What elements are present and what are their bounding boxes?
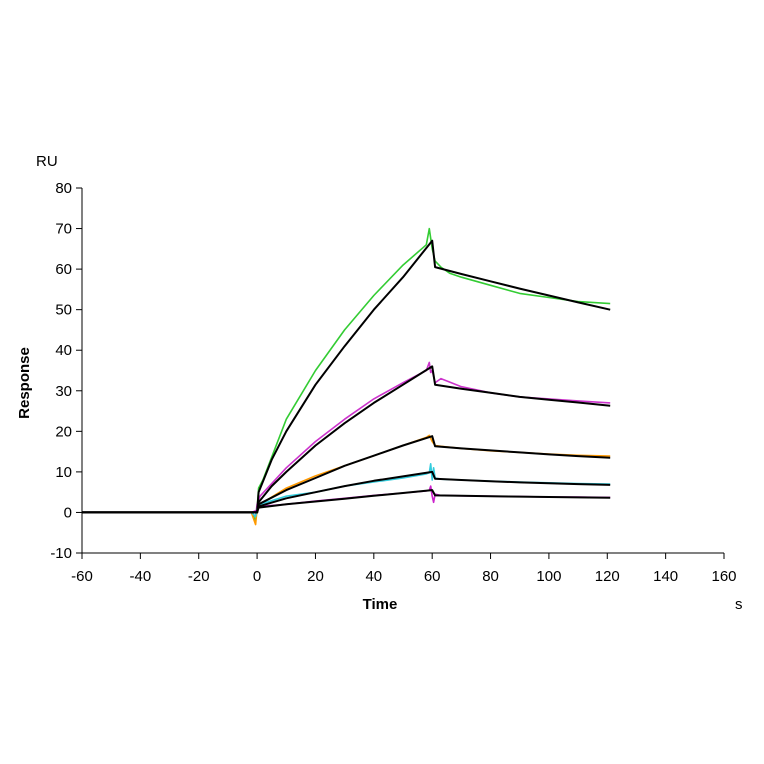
series-line-10 bbox=[82, 489, 611, 514]
y-tick-label: 30 bbox=[55, 383, 72, 400]
series-line-6 bbox=[82, 239, 611, 514]
y-tick-label: 10 bbox=[55, 464, 72, 481]
x-tick-label: -60 bbox=[71, 568, 93, 585]
x-ticks: -60 -40 -20 0 20 40 60 80 100 120 140 160 bbox=[71, 553, 737, 585]
x-tick-label: 100 bbox=[536, 568, 561, 585]
x-tick-label: 60 bbox=[424, 568, 441, 585]
x-tick-label: -40 bbox=[130, 568, 152, 585]
x-tick-label: 40 bbox=[365, 568, 382, 585]
x-tick-label: -20 bbox=[188, 568, 210, 585]
x-tick-label: 0 bbox=[253, 568, 261, 585]
y-ticks: -10 0 10 20 30 40 50 60 70 80 bbox=[50, 180, 82, 562]
x-tick-label: 140 bbox=[653, 568, 678, 585]
x-tick-label: 80 bbox=[482, 568, 499, 585]
y-tick-label: 0 bbox=[64, 504, 72, 521]
x-tick-label: 160 bbox=[711, 568, 736, 585]
y-tick-label: 60 bbox=[55, 261, 72, 278]
y-tick-label: -10 bbox=[50, 545, 72, 562]
series-group bbox=[82, 227, 611, 526]
y-tick-label: 80 bbox=[55, 180, 72, 197]
y-tick-label: 40 bbox=[55, 342, 72, 359]
y-axis-title: Response bbox=[16, 347, 33, 419]
y-tick-label: 50 bbox=[55, 302, 72, 319]
y-tick-label: 20 bbox=[55, 423, 72, 440]
y-tick-label: 70 bbox=[55, 221, 72, 238]
y-unit-label: RU bbox=[36, 153, 58, 170]
x-unit-label: s bbox=[735, 596, 743, 613]
x-axis-title: Time bbox=[363, 596, 398, 613]
x-tick-label: 20 bbox=[307, 568, 324, 585]
x-tick-label: 120 bbox=[595, 568, 620, 585]
axes bbox=[81, 188, 724, 554]
